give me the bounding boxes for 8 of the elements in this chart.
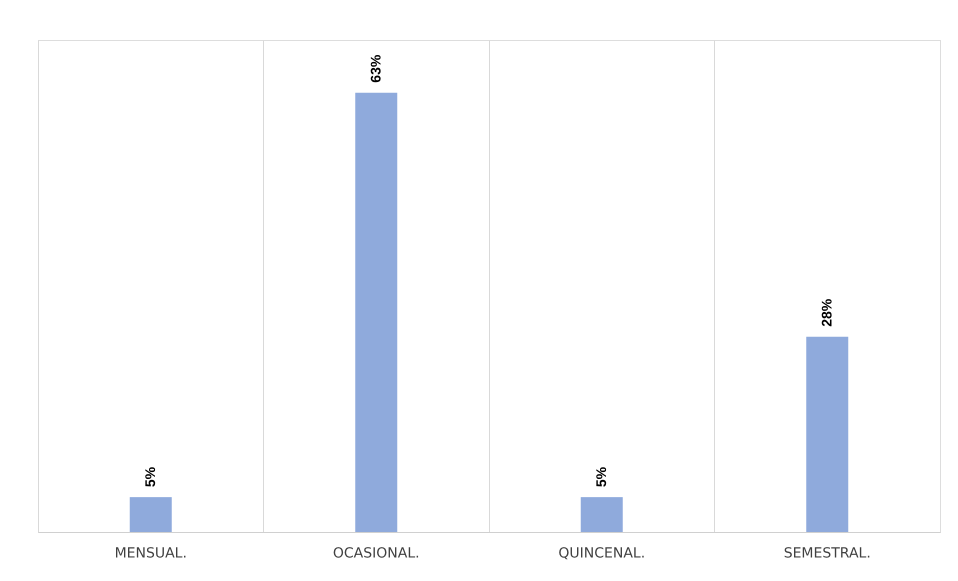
data-label: 28% bbox=[818, 298, 834, 327]
x-tick-label: MENSUAL. bbox=[114, 546, 187, 562]
x-tick-label: SEMESTRAL. bbox=[784, 546, 871, 562]
data-label: 5% bbox=[142, 466, 158, 488]
x-tick-label: OCASIONAL. bbox=[332, 546, 420, 562]
x-tick-label: QUINCENAL. bbox=[558, 546, 646, 562]
data-label: 5% bbox=[592, 466, 609, 488]
data-label: 63% bbox=[367, 54, 384, 83]
